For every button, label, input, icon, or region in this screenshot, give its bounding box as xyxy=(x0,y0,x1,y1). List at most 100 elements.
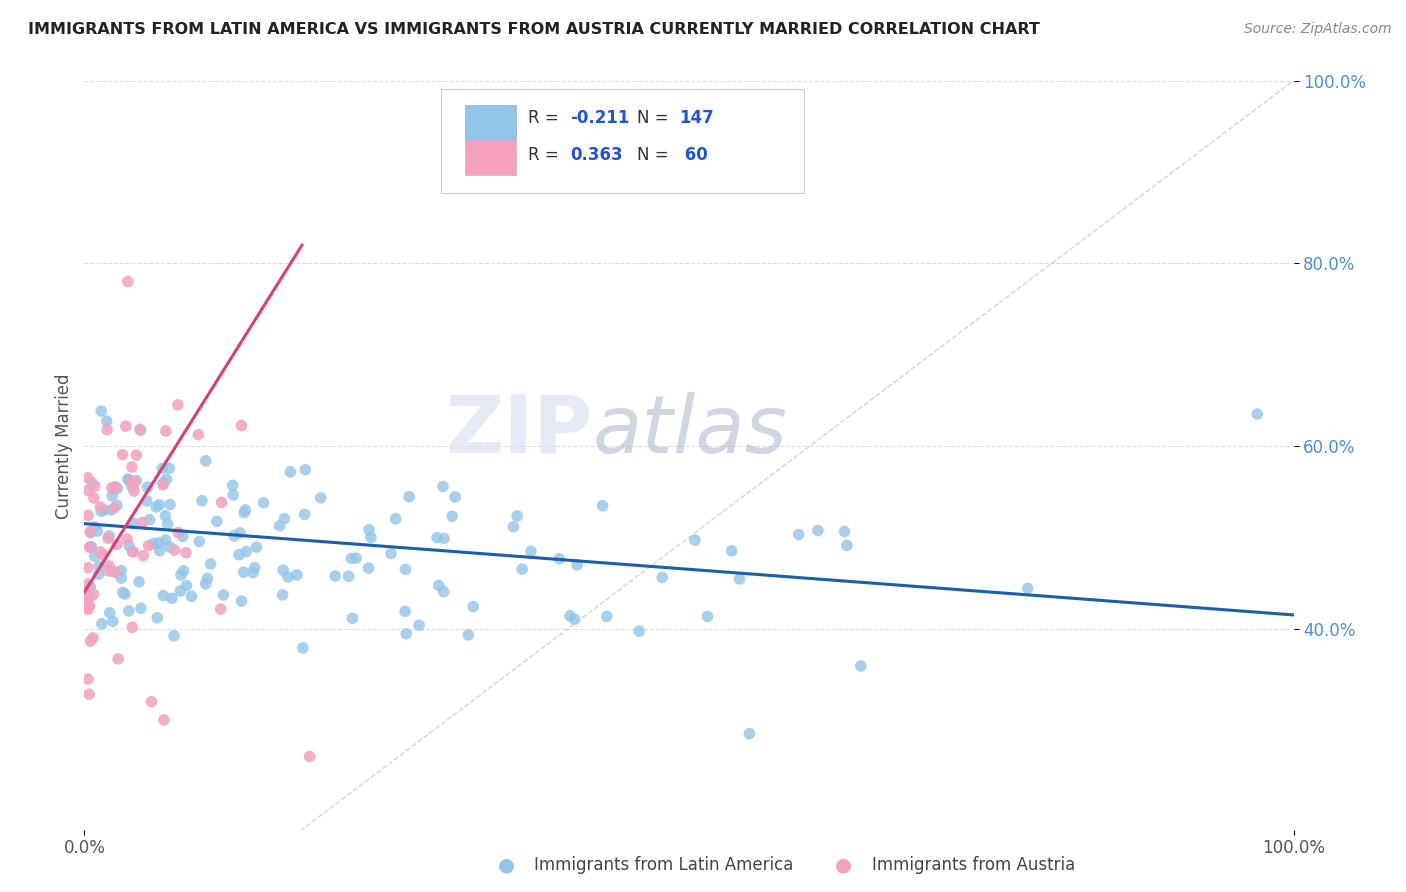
Point xyxy=(271,563,294,577)
Point xyxy=(110,571,132,585)
Point xyxy=(82,631,104,645)
Point xyxy=(273,512,295,526)
Point xyxy=(340,551,363,566)
Point xyxy=(155,424,177,438)
Point xyxy=(849,659,872,673)
Text: ●: ● xyxy=(498,855,515,875)
Point xyxy=(121,516,143,530)
Point xyxy=(1246,407,1268,421)
Point xyxy=(89,545,111,559)
Point xyxy=(298,749,321,764)
Point xyxy=(342,611,364,625)
Y-axis label: Currently Married: Currently Married xyxy=(55,373,73,519)
Point xyxy=(148,543,170,558)
Point xyxy=(122,544,145,558)
Point xyxy=(231,594,253,608)
Point xyxy=(80,540,103,554)
Point xyxy=(163,543,186,558)
Point xyxy=(395,627,418,641)
Point xyxy=(118,539,141,553)
Point xyxy=(651,570,673,584)
Point xyxy=(271,588,294,602)
Point xyxy=(596,609,619,624)
Point xyxy=(79,524,101,539)
Point xyxy=(87,559,110,574)
Point xyxy=(155,472,177,486)
Point xyxy=(294,508,316,522)
Point xyxy=(696,609,718,624)
Point xyxy=(141,695,163,709)
Point xyxy=(138,539,160,553)
Point xyxy=(101,615,124,629)
Point xyxy=(243,561,266,575)
Point xyxy=(408,618,430,632)
Point xyxy=(253,496,276,510)
Point xyxy=(83,479,105,493)
Point xyxy=(834,524,856,539)
Point xyxy=(128,574,150,589)
Point xyxy=(148,498,170,512)
Point xyxy=(738,726,761,740)
Point xyxy=(90,504,112,518)
Point xyxy=(77,602,100,616)
Point xyxy=(117,275,139,289)
Point xyxy=(787,527,810,541)
Point xyxy=(357,523,380,537)
Point xyxy=(91,548,114,562)
Point xyxy=(235,503,257,517)
Point xyxy=(100,503,122,517)
Point xyxy=(457,628,479,642)
Point xyxy=(142,536,165,550)
Point xyxy=(117,473,139,487)
Point xyxy=(138,513,160,527)
Point xyxy=(176,579,198,593)
Text: R =: R = xyxy=(529,110,564,128)
Point xyxy=(77,588,100,602)
Point xyxy=(221,478,243,492)
Point xyxy=(200,557,222,571)
Point xyxy=(269,519,291,533)
Point xyxy=(163,629,186,643)
Point xyxy=(433,584,456,599)
Point xyxy=(77,471,100,485)
Point xyxy=(131,516,153,530)
Point xyxy=(567,558,589,572)
Point xyxy=(83,549,105,564)
Point xyxy=(277,570,299,584)
Point xyxy=(520,544,543,558)
Text: 60: 60 xyxy=(679,146,709,164)
Point xyxy=(502,519,524,533)
Point xyxy=(357,561,380,575)
Text: -0.211: -0.211 xyxy=(571,110,630,128)
Point xyxy=(209,602,232,616)
Point xyxy=(155,533,177,548)
Point xyxy=(77,597,100,611)
Point xyxy=(125,448,148,462)
Point xyxy=(212,588,235,602)
FancyBboxPatch shape xyxy=(465,140,516,175)
Point xyxy=(110,564,132,578)
Point xyxy=(231,418,253,433)
Point xyxy=(80,475,103,490)
Point xyxy=(122,475,145,490)
Point xyxy=(155,508,177,523)
Text: Immigrants from Latin America: Immigrants from Latin America xyxy=(534,856,793,874)
Point xyxy=(145,500,167,514)
Point xyxy=(285,568,308,582)
Point xyxy=(394,604,416,618)
Point xyxy=(156,516,179,531)
Point xyxy=(77,600,100,615)
Point xyxy=(205,515,228,529)
Text: 147: 147 xyxy=(679,110,714,128)
Point xyxy=(79,525,101,540)
Point xyxy=(136,480,159,494)
Point xyxy=(118,604,141,618)
Point xyxy=(114,587,136,601)
Point xyxy=(89,500,111,514)
Point xyxy=(77,687,100,701)
Point xyxy=(152,478,174,492)
Point xyxy=(441,509,464,524)
Point xyxy=(120,475,142,489)
Point xyxy=(1017,582,1039,596)
Point xyxy=(77,508,100,523)
